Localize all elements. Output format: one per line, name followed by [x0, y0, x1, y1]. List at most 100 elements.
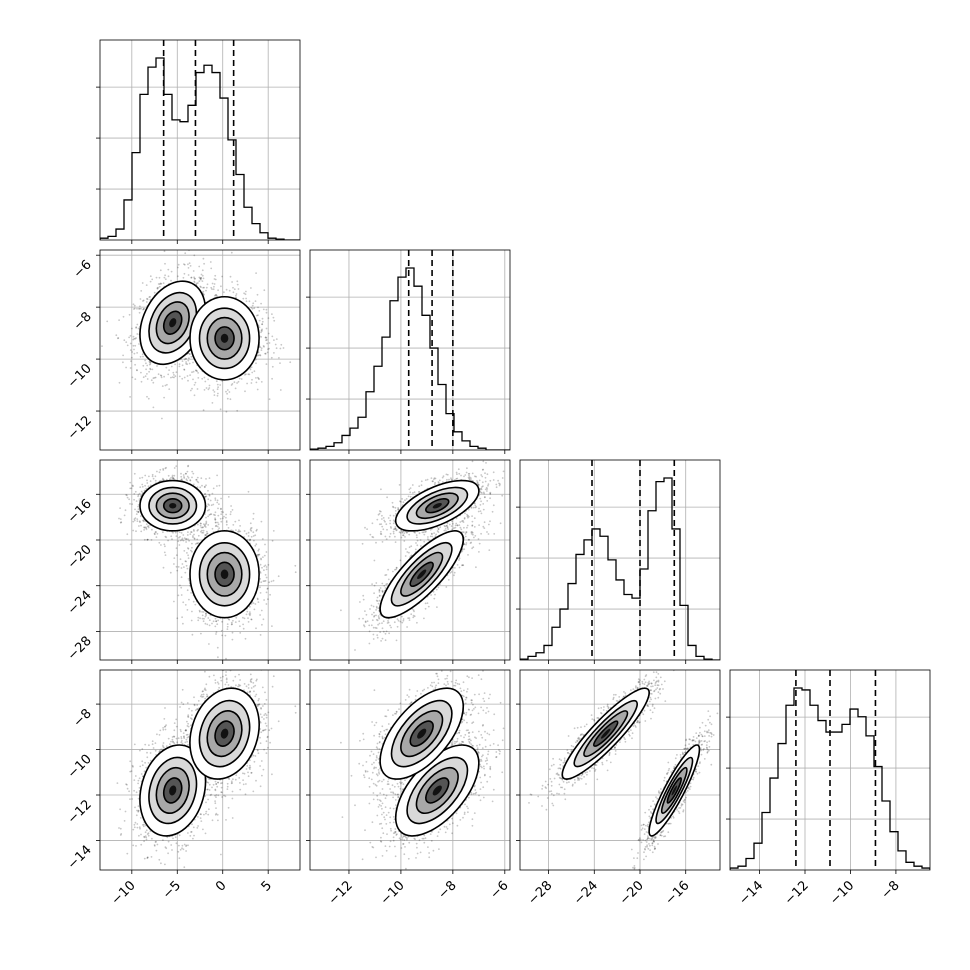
sample-point [256, 354, 259, 357]
sample-point [141, 353, 144, 356]
sample-point [220, 508, 222, 511]
sample-point [201, 269, 204, 272]
sample-point [239, 625, 241, 628]
sample-point [125, 366, 127, 369]
sample-point [208, 384, 211, 387]
sample-point [173, 557, 176, 559]
sample-point [253, 539, 255, 542]
sample-point [200, 276, 203, 279]
histogram-step-line [520, 477, 720, 660]
sample-point [256, 553, 259, 556]
sample-point [216, 388, 219, 391]
histogram-step-line [310, 267, 510, 450]
sample-point [185, 564, 188, 567]
sample-point [147, 485, 150, 488]
sample-point [250, 382, 253, 384]
sample-point [193, 530, 195, 532]
sample-point [212, 487, 215, 490]
sample-point [149, 280, 152, 283]
sample-point [217, 289, 220, 292]
sample-point [230, 623, 233, 626]
sample-point [221, 634, 224, 637]
sample-point [215, 524, 218, 527]
panel-hist-0-0 [96, 39, 301, 244]
sample-point [174, 531, 177, 534]
sample-point [257, 314, 259, 317]
sample-point [149, 368, 152, 371]
sample-point [221, 275, 224, 278]
sample-point [187, 538, 189, 540]
sample-point [216, 521, 219, 524]
sample-point [240, 378, 243, 380]
sample-point [204, 495, 207, 498]
sample-point [195, 282, 198, 285]
sample-point [244, 293, 247, 296]
sample-point [200, 273, 203, 276]
sample-point [195, 479, 198, 481]
sample-point [186, 552, 188, 554]
sample-point [259, 634, 262, 636]
sample-point [265, 576, 268, 579]
sample-point [146, 482, 149, 484]
sample-point [134, 344, 137, 347]
sample-point [257, 376, 259, 379]
sample-point [178, 544, 181, 546]
sample-point [271, 539, 274, 542]
sample-point [200, 526, 203, 529]
sample-point [204, 526, 207, 528]
sample-point [167, 539, 170, 542]
sample-point [253, 370, 256, 373]
sample-point [208, 643, 210, 645]
sample-point [192, 536, 194, 539]
sample-point [196, 542, 199, 545]
sample-point [214, 521, 217, 524]
sample-point [250, 618, 253, 621]
sample-point [257, 377, 260, 380]
sample-point [208, 477, 211, 479]
sample-point [208, 504, 211, 506]
sample-point [230, 384, 233, 386]
sample-point [260, 329, 263, 332]
sample-point [192, 270, 195, 272]
sample-point [198, 280, 201, 282]
sample-point [186, 363, 189, 366]
sample-point [217, 386, 220, 389]
sample-point [180, 475, 183, 478]
sample-point [265, 566, 268, 568]
sample-point [261, 330, 263, 332]
sample-point [197, 282, 199, 284]
sample-point [230, 251, 233, 254]
sample-point [280, 343, 283, 346]
sample-point [217, 514, 220, 517]
sample-point [142, 355, 144, 358]
sample-point [247, 373, 250, 376]
sample-point [160, 376, 163, 379]
sample-point [146, 378, 149, 380]
sample-point [164, 278, 167, 281]
sample-point [211, 402, 214, 404]
sample-point [136, 307, 138, 310]
sample-point [177, 566, 180, 568]
sample-point [202, 526, 204, 529]
sample-point [243, 617, 246, 620]
sample-point [259, 572, 262, 574]
sample-point [224, 634, 227, 637]
sample-point [255, 381, 258, 384]
sample-point [256, 388, 259, 391]
sample-point [189, 533, 192, 535]
sample-point [179, 584, 181, 587]
sample-point [263, 345, 265, 348]
sample-point [129, 342, 132, 345]
sample-point [192, 378, 194, 381]
sample-point [163, 375, 166, 378]
contour-line [198, 307, 251, 370]
sample-point [123, 514, 126, 517]
sample-point [225, 288, 228, 291]
sample-point [238, 529, 240, 531]
sample-point [183, 358, 186, 361]
sample-point [182, 622, 184, 625]
sample-point [249, 613, 252, 615]
sample-point [197, 372, 200, 374]
sample-point [150, 379, 153, 382]
sample-point [235, 616, 238, 619]
